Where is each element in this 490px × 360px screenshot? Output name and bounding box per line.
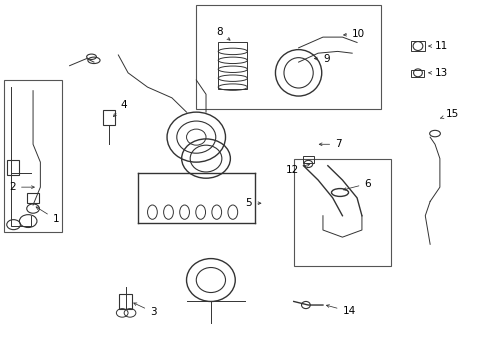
Text: 5: 5: [245, 198, 261, 208]
Bar: [294, 158, 391, 266]
Bar: [411, 41, 425, 51]
Text: 7: 7: [319, 139, 342, 149]
Text: 11: 11: [429, 41, 448, 51]
Bar: [119, 294, 132, 309]
Text: 1: 1: [36, 207, 59, 224]
Bar: [7, 160, 20, 175]
Bar: [103, 111, 116, 125]
Bar: [303, 157, 314, 163]
Text: 8: 8: [217, 27, 230, 40]
Text: 4: 4: [114, 100, 127, 117]
Text: 13: 13: [429, 68, 448, 78]
Bar: [4, 80, 62, 232]
Bar: [218, 42, 247, 89]
Text: 12: 12: [285, 163, 310, 175]
Bar: [411, 69, 424, 77]
Text: 15: 15: [441, 109, 460, 119]
Text: 3: 3: [134, 303, 157, 317]
Text: 9: 9: [315, 54, 330, 64]
Text: 10: 10: [343, 28, 366, 39]
Bar: [196, 5, 381, 109]
Text: 2: 2: [9, 182, 34, 192]
Text: 14: 14: [326, 305, 356, 316]
Text: 6: 6: [343, 179, 371, 190]
Bar: [27, 193, 39, 203]
